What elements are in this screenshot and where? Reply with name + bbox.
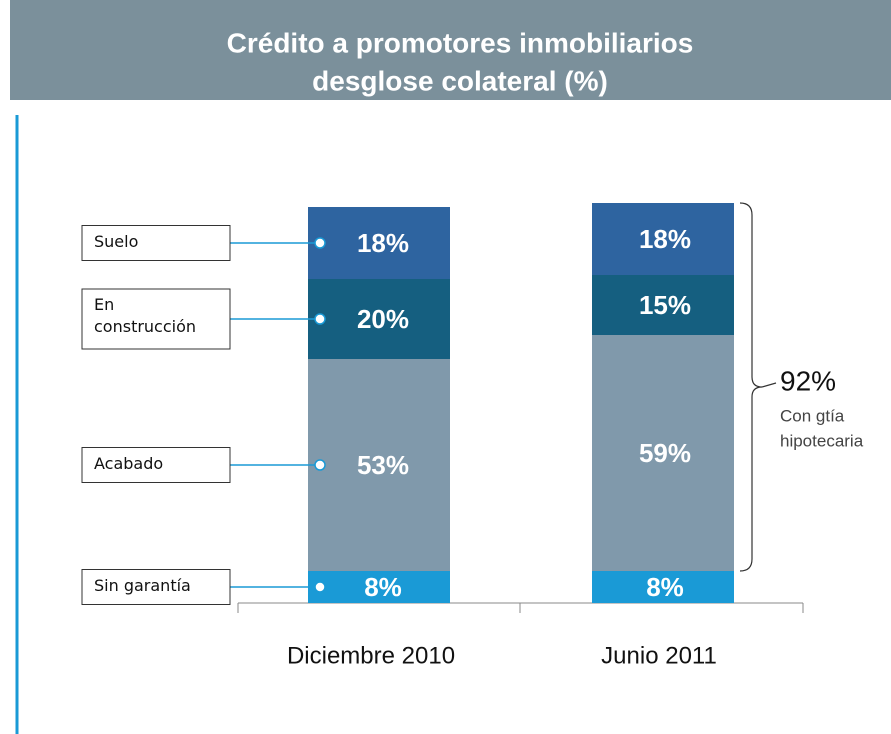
legend-label: En construcción bbox=[94, 295, 197, 336]
legend-label: Acabado bbox=[94, 453, 164, 473]
legend-dot bbox=[314, 459, 326, 471]
header-bar bbox=[10, 0, 891, 100]
data-label: 18% bbox=[639, 224, 691, 254]
legend-box bbox=[81, 288, 231, 350]
legend-box bbox=[81, 447, 231, 483]
data-label: 15% bbox=[639, 290, 691, 320]
legend-box bbox=[81, 569, 231, 605]
x-tick-label: Junio 2011 bbox=[601, 642, 717, 669]
legend-item: Acabado bbox=[94, 453, 164, 473]
bar-segment bbox=[308, 207, 450, 279]
bracket bbox=[739, 202, 763, 572]
legend-label: Sin garantía bbox=[94, 575, 191, 595]
chart-title: desglose colateral (%) bbox=[312, 65, 608, 96]
data-label: 20% bbox=[357, 304, 409, 334]
bar-segment bbox=[308, 359, 450, 571]
chart-title: Crédito a promotores inmobiliarios bbox=[227, 27, 694, 58]
bar-segment bbox=[308, 571, 450, 603]
annotation-text: hipotecaria bbox=[780, 431, 864, 450]
legend-item: En construcción bbox=[94, 295, 197, 336]
x-tick-label: Diciembre 2010 bbox=[287, 642, 455, 669]
legend-item: Suelo bbox=[94, 231, 139, 251]
data-label: 53% bbox=[357, 450, 409, 480]
data-label: 59% bbox=[639, 438, 691, 468]
data-label: 18% bbox=[357, 228, 409, 258]
annotation-value: 92% bbox=[780, 365, 836, 396]
legend-box bbox=[81, 225, 231, 261]
legend-label: Suelo bbox=[94, 231, 139, 251]
bar-segment bbox=[308, 279, 450, 359]
legend-dot bbox=[314, 581, 326, 593]
bar-segment bbox=[592, 203, 734, 275]
data-label: 8% bbox=[646, 572, 684, 602]
legend-item: Sin garantía bbox=[94, 575, 191, 595]
data-label: 8% bbox=[364, 572, 402, 602]
bracket-pointer bbox=[761, 382, 777, 388]
bar-segment bbox=[592, 335, 734, 571]
legend-dot bbox=[314, 313, 326, 325]
bar-segment bbox=[592, 571, 734, 603]
annotation-text: Con gtía bbox=[780, 406, 845, 425]
legend-dot bbox=[314, 237, 326, 249]
bar-segment bbox=[592, 275, 734, 335]
